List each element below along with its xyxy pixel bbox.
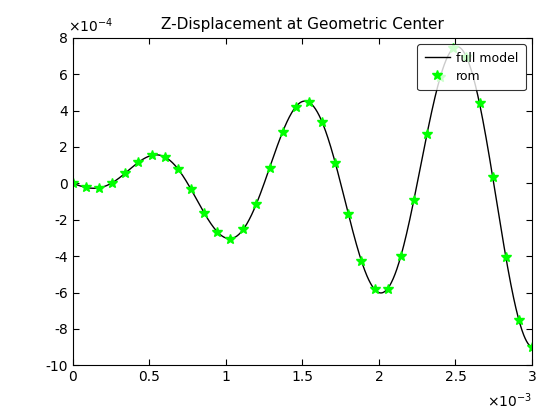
rom (410, 197, 417, 202)
Text: $\times10^{-4}$: $\times10^{-4}$ (68, 16, 113, 34)
full model (272, 150, 278, 155)
rom (253, 201, 260, 206)
Title: Z-Displacement at Geometric Center: Z-Displacement at Geometric Center (161, 18, 444, 32)
rom (424, 131, 431, 136)
rom (306, 100, 312, 105)
rom (371, 287, 378, 292)
rom (188, 186, 194, 192)
full model (255, 196, 262, 201)
Line: full model: full model (73, 47, 532, 347)
full model (116, 175, 123, 180)
rom (122, 171, 129, 176)
full model (385, 286, 391, 291)
rom (384, 286, 391, 291)
rom (358, 258, 365, 263)
rom (161, 155, 168, 160)
rom (240, 227, 247, 232)
rom (476, 101, 483, 106)
rom (489, 174, 496, 179)
rom (450, 46, 456, 51)
rom (279, 129, 286, 134)
rom (319, 119, 325, 124)
Legend: full model, rom: full model, rom (417, 44, 526, 90)
rom (529, 345, 535, 350)
rom (292, 104, 299, 109)
Text: $\times10^{-3}$: $\times10^{-3}$ (487, 391, 532, 410)
rom (502, 254, 509, 259)
rom (214, 229, 221, 234)
rom (69, 181, 76, 186)
full model (529, 345, 535, 350)
full model (454, 44, 460, 49)
full model (436, 79, 442, 84)
rom (109, 180, 115, 185)
Line: rom: rom (68, 43, 537, 352)
rom (96, 185, 102, 190)
full model (69, 181, 76, 186)
rom (82, 185, 89, 190)
full model (427, 113, 434, 118)
rom (398, 254, 404, 259)
rom (174, 166, 181, 171)
rom (345, 211, 352, 216)
rom (135, 160, 142, 165)
rom (227, 236, 234, 241)
rom (148, 153, 155, 158)
rom (332, 160, 339, 165)
rom (266, 165, 273, 170)
rom (200, 210, 207, 215)
rom (437, 75, 444, 80)
rom (516, 318, 522, 323)
rom (463, 54, 470, 59)
